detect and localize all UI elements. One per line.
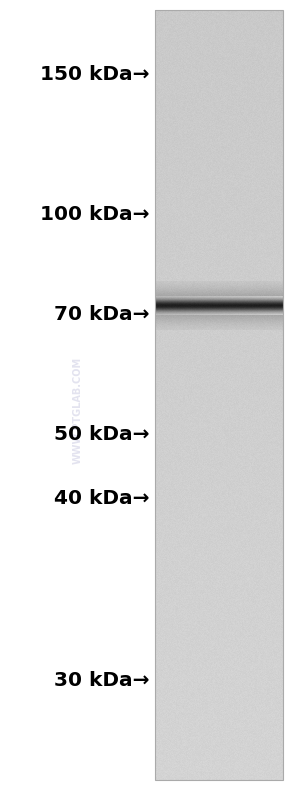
Text: 40 kDa→: 40 kDa→ <box>55 488 150 507</box>
Text: 50 kDa→: 50 kDa→ <box>55 426 150 445</box>
Bar <box>155 10 283 780</box>
Text: 30 kDa→: 30 kDa→ <box>55 671 150 690</box>
Text: 70 kDa→: 70 kDa→ <box>55 306 150 325</box>
Text: 150 kDa→: 150 kDa→ <box>41 66 150 85</box>
Text: WWW.PTGLAB.COM: WWW.PTGLAB.COM <box>72 357 82 465</box>
Text: 100 kDa→: 100 kDa→ <box>41 205 150 224</box>
